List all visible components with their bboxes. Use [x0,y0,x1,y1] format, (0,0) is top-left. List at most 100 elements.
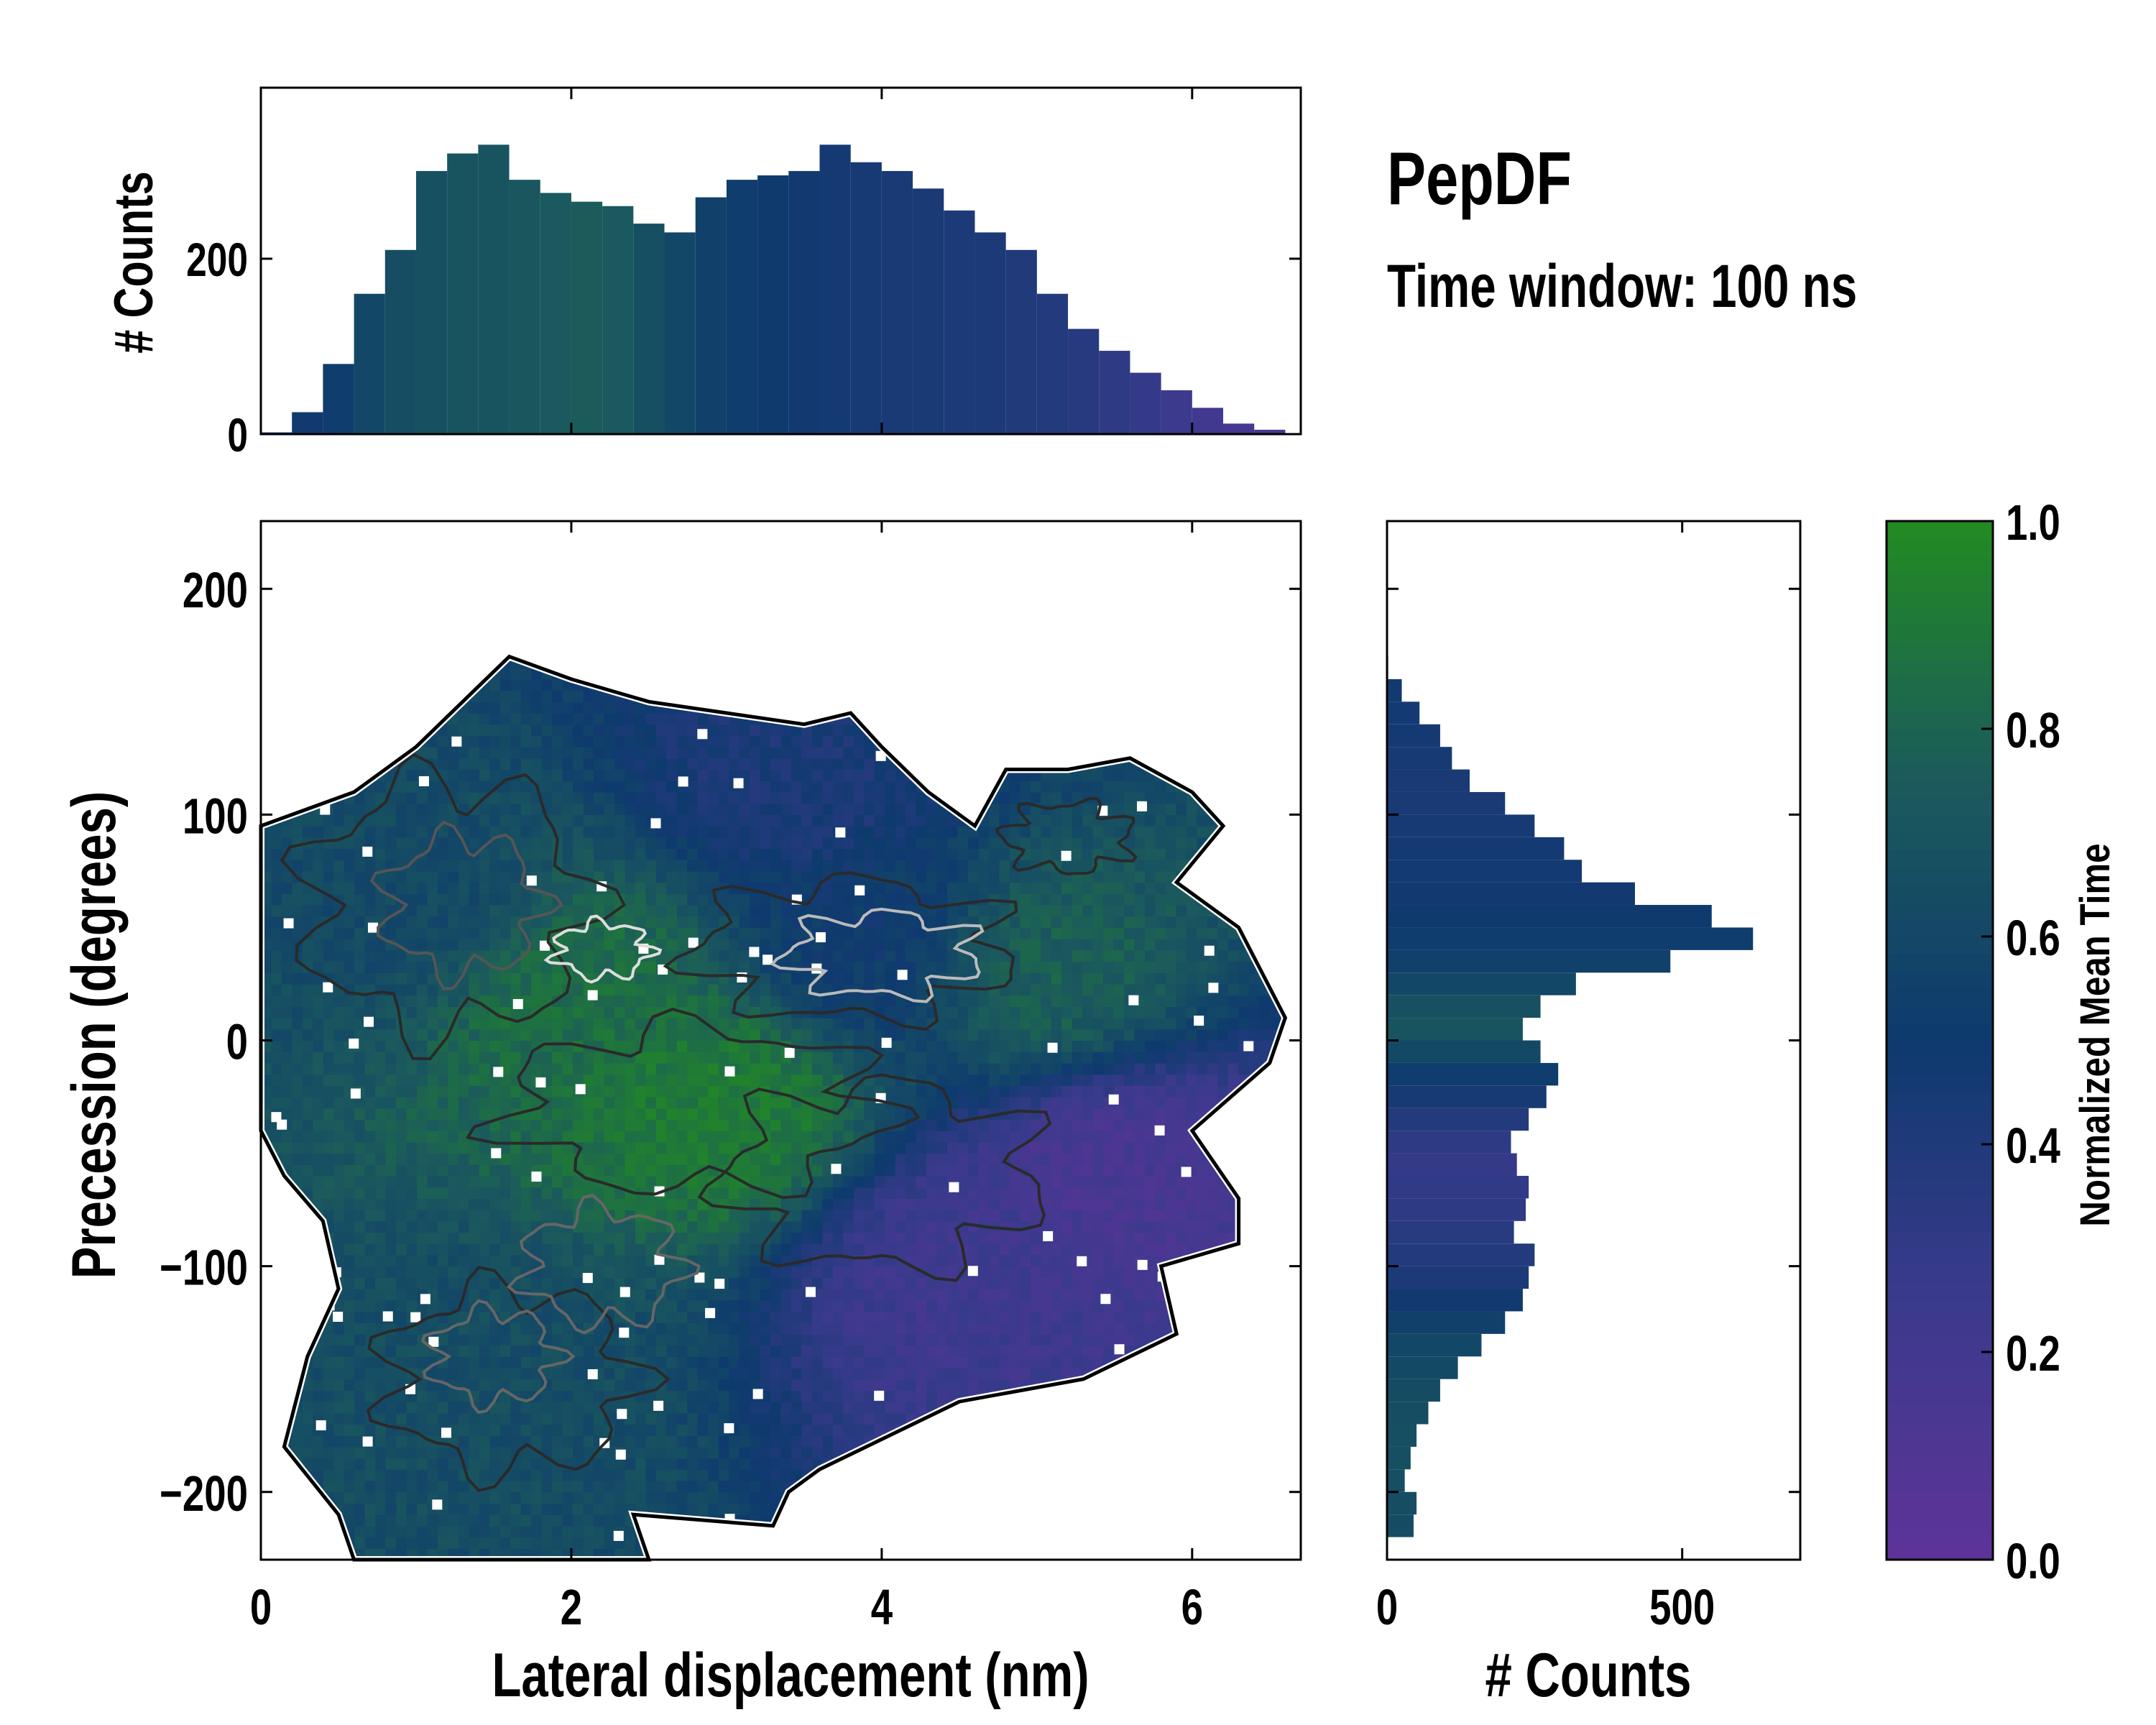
heatmap-cell [666,724,678,736]
heatmap-cell [708,1062,719,1075]
heatmap-cell [520,814,532,827]
heatmap-cell [780,860,792,872]
heatmap-cell [469,916,480,928]
heatmap-cell [562,1322,573,1335]
heatmap-cell [708,1254,719,1267]
heatmap-cell [687,1141,699,1154]
heatmap-cell [438,893,449,906]
heatmap-cell [614,1243,626,1256]
heatmap-cell [417,1141,428,1154]
heatmap-cell [676,916,688,928]
top-hist-bar [1036,293,1069,434]
heatmap-cell [666,1289,678,1301]
heatmap-cell [344,1131,355,1143]
heatmap-cell [469,758,480,770]
heatmap-cell [333,803,345,815]
heatmap-cell [385,1074,397,1086]
heatmap-cell [469,702,480,714]
heatmap-cell [458,814,469,827]
heatmap-cell [541,1412,553,1425]
heatmap-cell [552,1481,563,1493]
heatmap-cell [520,1153,532,1165]
heatmap-cell [438,961,449,973]
heatmap-cell [364,1322,376,1335]
heatmap-cell [687,1469,699,1481]
heatmap-cell [614,713,626,725]
heatmap-cell [344,1153,355,1165]
heatmap-cell [750,1254,761,1267]
heatmap-cell [666,1481,678,1493]
heatmap-cell [271,882,282,894]
heatmap-cell [770,1052,782,1064]
heatmap-cell [385,1368,397,1380]
heatmap-cell [780,1108,792,1120]
heatmap-cell [780,870,792,883]
heatmap-cell [427,1368,438,1380]
heatmap-cell [364,905,376,917]
heatmap-cell [729,961,740,973]
heatmap-cell [687,826,699,838]
top-hist-bar [975,232,1006,434]
heatmap-cell [635,1176,646,1188]
heatmap-cell [541,1052,553,1064]
heatmap-cell [625,1232,636,1244]
heatmap-cell [469,1097,480,1109]
heatmap-cell [801,860,813,872]
heatmap-cell [780,1018,792,1030]
heatmap-cell [811,1210,823,1222]
heatmap-cell [655,735,667,748]
heatmap-cell [510,668,522,680]
heatmap-cell [687,1153,699,1165]
heatmap-cell [510,678,522,691]
heatmap-cell [510,792,522,804]
heatmap-cell [531,1153,543,1165]
heatmap-cell [594,1333,605,1346]
heatmap-cell [520,1525,532,1538]
heatmap-cell [635,1018,646,1030]
heatmap-cell [708,747,719,759]
heatmap-cell [531,837,543,850]
heatmap-cell [499,1119,511,1131]
heatmap-cell [791,1289,803,1301]
heatmap-cell [292,826,303,838]
heatmap-cell [354,1368,366,1380]
heatmap-cell [344,1412,355,1425]
heatmap-cell [438,1333,449,1346]
heatmap-cell [344,1119,355,1131]
heatmap-cell [562,1300,573,1312]
heatmap-cell [271,1085,282,1098]
heatmap-cell [479,826,490,838]
heatmap-cell [427,984,438,996]
heatmap-cell [594,747,605,759]
heatmap-cell [760,848,771,860]
heatmap-cell [687,1119,699,1131]
heatmap-cell [811,1040,823,1052]
heatmap-cell [333,1458,345,1470]
heatmap-cell [676,1435,688,1448]
heatmap-cell [811,1243,823,1256]
heatmap-cell [645,1153,657,1165]
chart-title: PepDF [1387,137,1572,221]
heatmap-cell [469,961,480,973]
heatmap-cell [614,803,626,815]
heatmap-cell [323,1040,334,1052]
heatmap-cell [666,893,678,906]
heatmap-cell [739,1390,750,1402]
heatmap-cell [499,690,511,702]
heatmap-cell [594,1097,605,1109]
heatmap-cell [281,939,292,951]
heatmap-cell [729,1412,740,1425]
top-hist-bar [323,364,354,434]
heatmap-cell [676,1097,688,1109]
heatmap-cell [364,1243,376,1256]
heatmap-cell [427,1131,438,1143]
heatmap-cell [645,1052,657,1064]
heatmap-cell [333,1062,345,1075]
heatmap-cell [499,1018,511,1030]
heatmap-cell [469,927,480,939]
heatmap-cell [729,1300,740,1312]
heatmap-cell [417,905,428,917]
heatmap-cell [594,1131,605,1143]
heatmap-cell [573,837,584,850]
heatmap-cell [552,972,563,985]
